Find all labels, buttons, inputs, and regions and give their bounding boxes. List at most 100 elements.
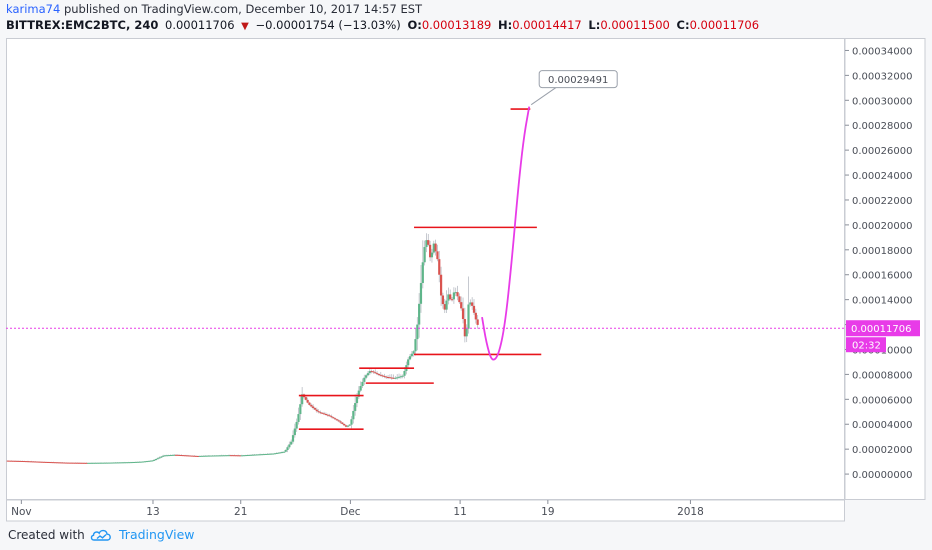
y-tick-label: 0.00008000 <box>852 370 912 381</box>
candle-body <box>441 295 445 305</box>
y-tick-label: 0.00020000 <box>852 221 912 232</box>
candle-body <box>205 455 209 457</box>
time-axis[interactable] <box>6 499 845 522</box>
candle-body <box>8 460 11 462</box>
candle-body <box>390 377 393 379</box>
candle-body <box>79 462 83 464</box>
candle-body <box>109 462 112 464</box>
tradingview-logo[interactable]: TradingView <box>90 527 195 542</box>
candle-body <box>211 455 214 457</box>
candle-body <box>357 390 360 397</box>
plot-area[interactable] <box>6 38 845 500</box>
candle-body <box>48 462 51 464</box>
candle-body <box>246 455 249 457</box>
candle-body <box>333 418 337 420</box>
high-value: 0.00014417 <box>512 18 582 32</box>
candle-body <box>204 455 207 457</box>
candle-body <box>90 462 94 464</box>
candle-body <box>332 417 335 419</box>
y-tick-label: 0.00006000 <box>852 395 912 406</box>
candle-body <box>449 294 452 300</box>
candle-body <box>32 461 35 463</box>
candle-body <box>227 455 231 457</box>
candle-body <box>143 461 147 463</box>
candle-body <box>248 454 251 456</box>
candle-body <box>39 461 42 463</box>
candle-body <box>377 374 381 376</box>
candle-body <box>385 376 388 378</box>
candle-body <box>218 455 221 457</box>
candle-body <box>238 455 242 457</box>
candle-body <box>438 259 441 275</box>
candle-body <box>284 449 287 452</box>
candle-body <box>363 377 366 382</box>
candle-body <box>67 462 70 464</box>
candle-body <box>452 292 455 300</box>
candle-body <box>202 455 205 457</box>
candle-body <box>112 462 115 464</box>
candle-body <box>297 414 300 422</box>
candle-body <box>421 262 424 284</box>
candle-body <box>251 454 254 456</box>
candle-body <box>233 455 236 457</box>
candle-body <box>469 302 472 305</box>
candle-body <box>374 372 377 374</box>
candle-body <box>280 452 284 454</box>
candle-body <box>10 460 13 462</box>
candle-body <box>321 412 324 414</box>
candle-body <box>253 454 256 456</box>
author-link[interactable]: karima74 <box>6 2 61 16</box>
candle-body <box>46 461 50 463</box>
candle-body <box>235 455 238 457</box>
candle-body <box>355 396 359 404</box>
candle-body <box>237 455 240 457</box>
cloud-logo-icon <box>90 529 111 541</box>
symbol-label[interactable]: BITTREX:EMC2BTC, 240 <box>6 18 159 32</box>
close-value: 0.00011706 <box>689 18 760 32</box>
y-tick-label: 0.00018000 <box>852 246 912 257</box>
candle-body <box>443 304 446 310</box>
candle-body <box>189 455 192 457</box>
candle-body <box>315 409 318 412</box>
y-tick-label: 0.00016000 <box>852 271 912 282</box>
candle-body <box>273 453 276 455</box>
projection-layer: 0.00029491 <box>481 70 618 361</box>
candle-body <box>361 381 364 387</box>
candle-body <box>346 425 349 427</box>
chart-svg[interactable]: 0.00029491 0.00000000 0.00002000 0.0000400… <box>6 38 926 522</box>
target-callout-label: 0.00029491 <box>548 75 608 86</box>
candle-body <box>295 421 298 429</box>
y-tick-label: 0.00002000 <box>852 445 912 456</box>
candle-body <box>88 462 92 464</box>
candle-body <box>169 455 172 457</box>
candle-body <box>41 461 44 463</box>
candle-body <box>465 328 468 337</box>
last-price-text: 0.00011706 <box>165 18 235 32</box>
candle-body <box>383 375 386 377</box>
target-callout-box <box>538 70 618 89</box>
candle-body <box>266 453 269 455</box>
candle-body <box>430 252 434 258</box>
candle-body <box>379 374 382 376</box>
candle-body <box>229 455 232 457</box>
x-tick-label: 21 <box>234 506 247 518</box>
publish-info: karima74 published on TradingView.com, D… <box>6 2 422 16</box>
candle-body <box>23 461 26 463</box>
candle-body <box>359 386 362 391</box>
candle-body <box>28 461 31 463</box>
candle-body <box>105 462 108 464</box>
price-axis[interactable] <box>844 38 926 500</box>
candle-body <box>125 462 128 464</box>
candle-body <box>207 455 211 457</box>
candle-body <box>136 461 139 463</box>
candle-body <box>74 462 77 464</box>
candle-body <box>226 455 229 457</box>
candle-body <box>447 294 450 301</box>
candle-body <box>408 356 412 360</box>
price-chart[interactable]: 0.00029491 0.00000000 0.00002000 0.0000400… <box>6 38 926 522</box>
candle-body <box>396 377 399 379</box>
candle-body <box>176 454 179 456</box>
candle-body <box>268 453 271 455</box>
change-text: −0.00001754 (−13.03%) <box>255 18 401 32</box>
candle-body <box>467 304 470 329</box>
